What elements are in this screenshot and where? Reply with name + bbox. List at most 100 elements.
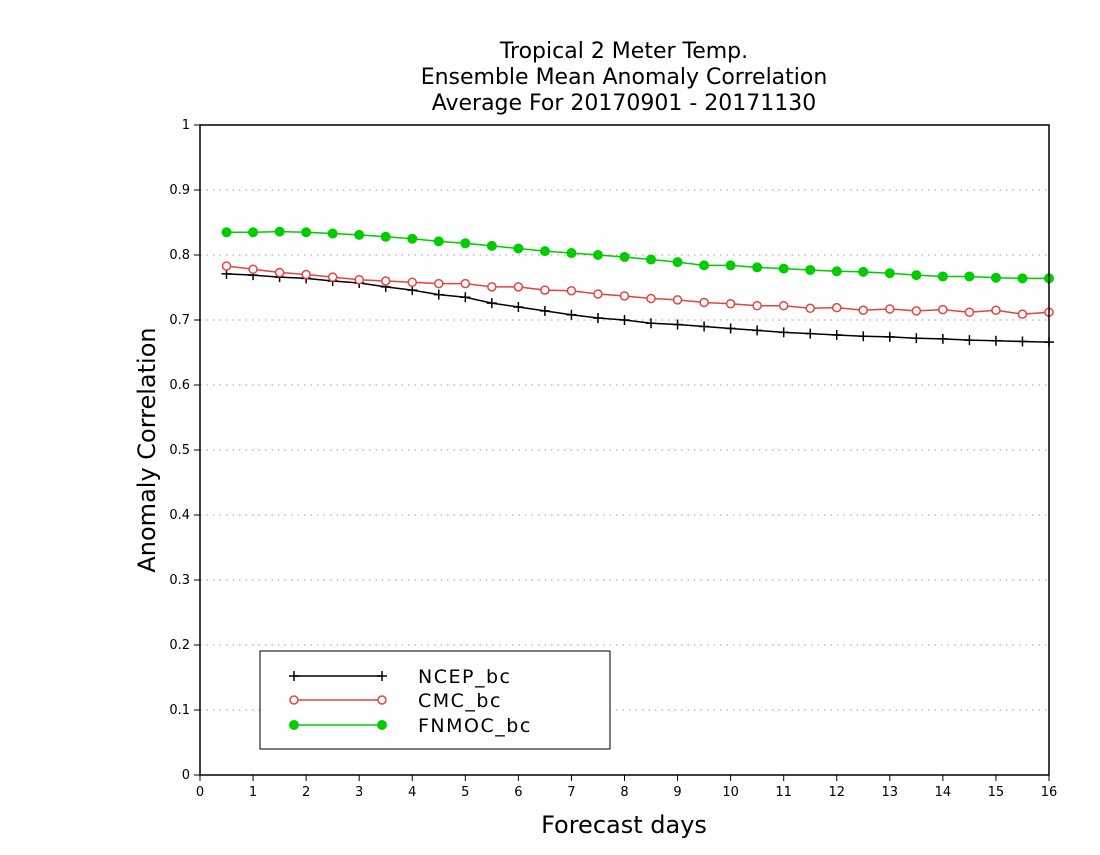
data-point-cmc-bc [858, 305, 869, 315]
x-tick-label: 16 [1041, 785, 1058, 800]
y-tick-label: 0.2 [169, 638, 190, 653]
x-tick-label: 2 [302, 785, 310, 800]
data-point-cmc-bc [911, 306, 922, 316]
y-tick-label: 0.3 [169, 573, 190, 588]
plot-frame [199, 124, 1050, 776]
series-ncep-bc [221, 268, 1054, 348]
data-point-cmc-bc [885, 304, 895, 314]
x-tick-label: 4 [408, 785, 416, 800]
data-point-fnmoc-bc [884, 268, 895, 279]
chart-title-line-3: Average For 20170901 - 20171130 [432, 91, 817, 116]
axis-ticks: 00.10.20.30.40.50.60.70.80.910 1 2 3 4 5 6 7 8 9 1… [169, 118, 1057, 800]
x-tick-label: 10 [722, 785, 739, 800]
data-point-cmc-bc [619, 291, 630, 301]
data-point-ncep-bc [911, 333, 922, 344]
data-point-ncep-bc [831, 329, 842, 340]
series-fnmoc-bc [221, 226, 1054, 284]
x-tick-label: 12 [828, 785, 845, 800]
x-tick-label: 7 [567, 785, 575, 800]
data-point-cmc-bc [938, 304, 948, 315]
data-point-cmc-bc [221, 261, 232, 271]
data-point-ncep-bc [619, 315, 630, 325]
data-point-cmc-bc [672, 295, 683, 305]
y-tick-label: 0.1 [169, 703, 190, 718]
data-point-fnmoc-bc [433, 236, 444, 247]
data-point-fnmoc-bc [592, 250, 603, 260]
x-axis-label: Forecast days [541, 811, 707, 839]
x-tick-label: 14 [935, 785, 952, 800]
data-point-cmc-bc [1017, 309, 1028, 319]
series-layer [221, 226, 1054, 348]
data-point-cmc-bc [407, 277, 417, 288]
y-tick-label: 0.9 [169, 183, 190, 198]
data-point-fnmoc-bc [858, 266, 869, 277]
legend-label: CMC_bc [418, 690, 502, 712]
data-point-ncep-bc [884, 331, 895, 342]
y-tick-label: 0.8 [169, 248, 190, 263]
data-point-cmc-bc [460, 278, 471, 289]
data-point-cmc-bc [646, 293, 656, 304]
data-point-ncep-bc [566, 309, 577, 320]
data-point-fnmoc-bc [301, 227, 312, 238]
data-point-cmc-bc [991, 305, 1001, 315]
series-cmc-bc [221, 261, 1054, 319]
data-point-cmc-bc [805, 303, 815, 314]
data-point-ncep-bc [725, 323, 736, 334]
x-tick-label: 11 [775, 785, 792, 800]
chart-title-line-1: Tropical 2 Meter Temp. [499, 39, 748, 64]
data-point-fnmoc-bc [752, 262, 763, 273]
data-point-fnmoc-bc [486, 240, 497, 251]
legend-label: NCEP_bc [418, 666, 511, 688]
data-point-fnmoc-bc [646, 254, 657, 265]
data-point-ncep-bc [646, 318, 657, 329]
data-point-ncep-bc [1017, 336, 1028, 347]
legend-marker [377, 720, 387, 730]
data-point-fnmoc-bc [380, 231, 391, 242]
data-point-fnmoc-bc [805, 264, 816, 275]
data-point-ncep-bc [937, 333, 948, 344]
x-tick-label: 9 [673, 785, 681, 800]
y-tick-label: 0.6 [169, 378, 190, 393]
x-tick-label: 1 [249, 785, 257, 800]
y-axis-label: Anomaly Correlation [133, 327, 161, 572]
data-point-ncep-bc [805, 328, 816, 339]
legend-item-ncep-bc: NCEP_bc [289, 666, 511, 688]
legend-marker [289, 695, 299, 705]
data-point-ncep-bc [433, 289, 444, 300]
data-point-fnmoc-bc [964, 271, 975, 282]
data-point-cmc-bc [380, 276, 391, 286]
x-tick-label: 3 [355, 785, 363, 800]
y-tick-label: 0.5 [169, 443, 190, 458]
legend-marker [377, 695, 387, 705]
data-point-cmc-bc [725, 299, 736, 309]
data-point-cmc-bc [513, 282, 524, 292]
data-point-ncep-bc [513, 302, 524, 312]
data-point-cmc-bc [434, 278, 444, 289]
data-point-cmc-bc [964, 307, 975, 317]
y-tick-label: 0.4 [169, 508, 190, 523]
data-point-cmc-bc [593, 289, 603, 299]
data-point-ncep-bc [699, 321, 710, 332]
data-point-ncep-bc [990, 335, 1001, 346]
data-point-cmc-bc [274, 267, 285, 278]
data-point-fnmoc-bc [990, 272, 1001, 283]
legend-marker [377, 671, 387, 681]
data-point-ncep-bc [486, 298, 497, 309]
data-point-ncep-bc [539, 305, 550, 316]
data-point-fnmoc-bc [911, 270, 922, 281]
data-point-fnmoc-bc [407, 233, 418, 244]
legend-marker [289, 720, 299, 730]
data-point-ncep-bc [964, 335, 975, 346]
x-tick-label: 8 [620, 785, 628, 800]
data-point-cmc-bc [540, 285, 550, 295]
legend-label: FNMOC_bc [418, 715, 532, 737]
legend-marker [289, 671, 299, 681]
x-tick-label: 6 [514, 785, 522, 800]
x-tick-label: 0 [196, 785, 204, 800]
data-point-cmc-bc [699, 297, 709, 308]
data-point-fnmoc-bc [699, 260, 710, 271]
x-tick-label: 15 [988, 785, 1005, 800]
